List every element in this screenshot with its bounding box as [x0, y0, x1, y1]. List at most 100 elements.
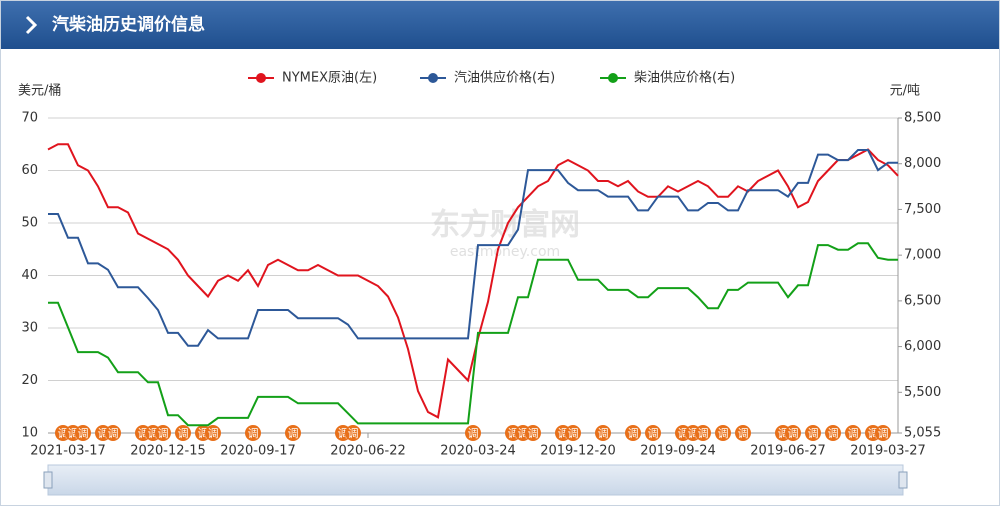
adjust-marker-label: 调 [738, 427, 749, 440]
adjust-marker [875, 425, 891, 441]
legend-label: 柴油供应价格(右) [634, 70, 735, 86]
y2-tick-label: 7,000 [904, 248, 941, 263]
legend-label: NYMEX原油(左) [282, 71, 377, 86]
adjust-marker-label: 调 [628, 427, 639, 440]
adjust-marker-label: 调 [868, 427, 879, 440]
adjust-marker [465, 425, 481, 441]
y2-tick-label: 6,500 [904, 293, 941, 308]
adjust-marker-label: 调 [248, 427, 259, 440]
x-tick-label: 2020-12-15 [130, 444, 206, 459]
adjust-marker-label: 调 [288, 427, 299, 440]
adjust-marker-label: 调 [828, 427, 839, 440]
adjust-marker-label: 调 [528, 427, 539, 440]
y-tick-label: 30 [21, 321, 38, 336]
watermark: 东方财富网 [430, 208, 580, 243]
adjust-marker-label: 调 [678, 427, 689, 440]
adjust-marker-label: 调 [718, 427, 729, 440]
legend-label: 汽油供应价格(右) [454, 70, 555, 86]
adjust-marker [155, 425, 171, 441]
legend-marker [608, 73, 618, 83]
adjust-marker [695, 425, 711, 441]
adjust-marker [735, 425, 751, 441]
adjust-marker [245, 425, 261, 441]
adjust-marker [625, 425, 641, 441]
y2-tick-label: 7,500 [904, 202, 941, 217]
y2-tick-label: 8,500 [904, 111, 941, 126]
y2-axis-label: 元/吨 [890, 84, 920, 99]
x-tick-label: 2020-09-17 [220, 444, 296, 459]
y2-tick-label: 5,500 [904, 385, 941, 400]
adjust-marker-label: 调 [558, 427, 569, 440]
adjust-marker [715, 425, 731, 441]
adjust-marker-label: 调 [468, 427, 479, 440]
adjust-marker-label: 调 [698, 427, 709, 440]
adjust-marker-label: 调 [808, 427, 819, 440]
chevron [25, 15, 38, 35]
adjust-marker-label: 调 [508, 427, 519, 440]
adjust-marker-label: 调 [338, 427, 349, 440]
x-tick-label: 2020-06-22 [330, 444, 406, 459]
adjust-marker-label: 调 [688, 427, 699, 440]
x-tick-label: 2021-03-17 [30, 444, 106, 459]
y-tick-label: 70 [21, 111, 38, 126]
y-axis-label: 美元/桶 [18, 84, 61, 99]
adjust-marker [645, 425, 661, 441]
adjust-marker [205, 425, 221, 441]
adjust-marker-label: 调 [78, 427, 89, 440]
adjust-marker [285, 425, 301, 441]
adjust-marker-label: 调 [108, 427, 119, 440]
watermark-sub: eastmoney.com [450, 244, 560, 260]
adjust-marker-label: 调 [148, 427, 159, 440]
adjust-marker [825, 425, 841, 441]
adjust-marker [75, 425, 91, 441]
adjust-marker-label: 调 [158, 427, 169, 440]
x-tick-label: 2019-03-27 [850, 444, 926, 459]
x-tick-label: 2020-03-24 [440, 444, 516, 459]
adjust-marker [595, 425, 611, 441]
adjust-marker-label: 调 [648, 427, 659, 440]
series-line [47, 143, 899, 419]
y-tick-label: 40 [21, 268, 38, 283]
navigator[interactable] [47, 464, 904, 496]
series-line [48, 242, 898, 427]
y2-tick-label: 6,000 [904, 339, 941, 354]
legend-marker [256, 73, 266, 83]
y-tick-label: 60 [21, 163, 38, 178]
navigator-handle-left[interactable] [43, 471, 53, 489]
y2-tick-label: 5,055 [904, 426, 941, 441]
adjust-marker-label: 调 [848, 427, 859, 440]
x-tick-label: 2019-12-20 [540, 444, 616, 459]
adjust-marker-label: 调 [68, 427, 79, 440]
adjust-marker [845, 425, 861, 441]
x-tick-label: 2019-09-24 [640, 444, 716, 459]
y-tick-label: 10 [21, 426, 38, 441]
adjust-marker-label: 调 [598, 427, 609, 440]
adjust-marker-label: 调 [58, 427, 69, 440]
header-bar [1, 1, 999, 49]
adjust-marker [175, 425, 191, 441]
legend-marker [428, 73, 438, 83]
adjust-marker [565, 425, 581, 441]
series-line [48, 149, 898, 347]
x-tick-label: 2019-06-27 [750, 444, 826, 459]
y2-tick-label: 8,000 [904, 156, 941, 171]
adjust-marker [345, 425, 361, 441]
y-tick-label: 20 [21, 373, 38, 388]
adjust-marker-label: 调 [208, 427, 219, 440]
adjust-marker-label: 调 [518, 427, 529, 440]
adjust-marker-label: 调 [198, 427, 209, 440]
adjust-marker [805, 425, 821, 441]
adjust-marker-label: 调 [568, 427, 579, 440]
adjust-marker-label: 调 [348, 427, 359, 440]
navigator-handle-right[interactable] [898, 471, 908, 489]
adjust-marker-label: 调 [878, 427, 889, 440]
adjust-marker [105, 425, 121, 441]
adjust-marker [525, 425, 541, 441]
adjust-marker-label: 调 [778, 427, 789, 440]
adjust-marker-label: 调 [788, 427, 799, 440]
adjust-marker-label: 调 [98, 427, 109, 440]
adjust-marker-label: 调 [138, 427, 149, 440]
header-title: 汽柴油历史调价信息 [52, 14, 205, 35]
